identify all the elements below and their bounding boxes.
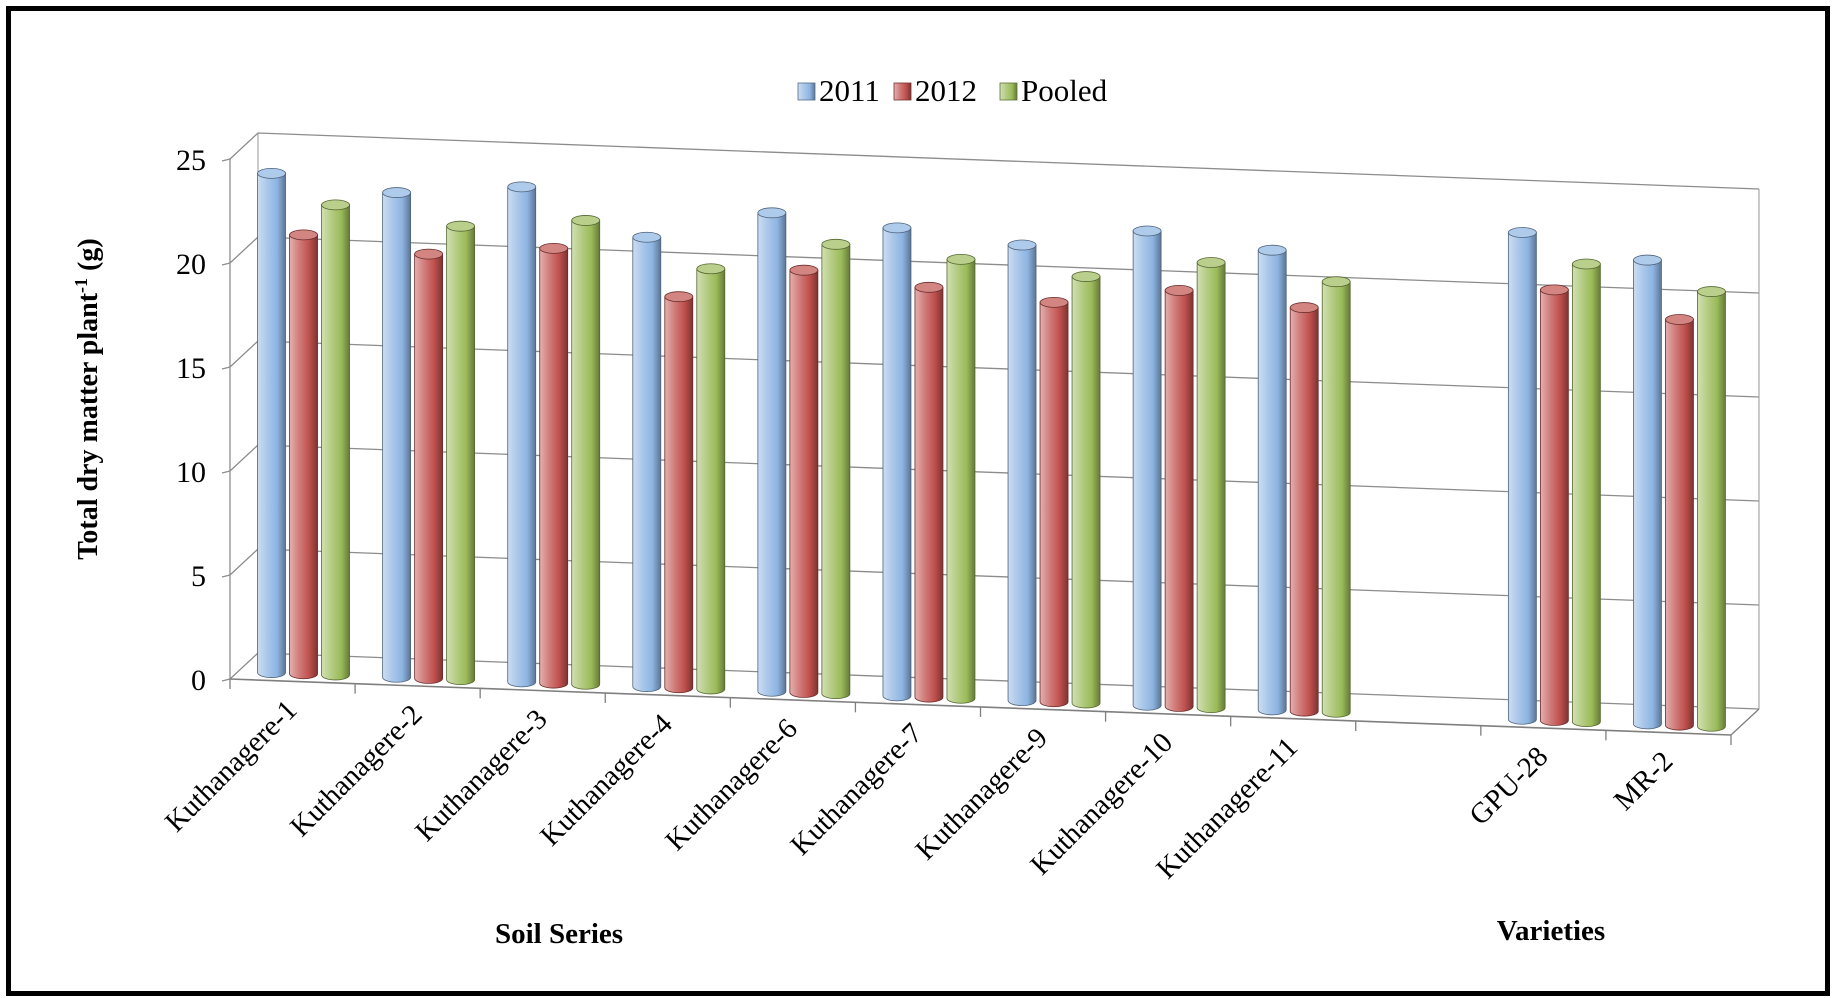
floor-edge <box>1730 708 1760 736</box>
bar-kuthanagere-7-2011 <box>882 222 912 702</box>
x-tick-label-kuthanagere-4: Kuthanagere-4 <box>534 708 679 853</box>
chart-frame: 2011 2012 Pooled 0 5 10 15 20 25 Kuthanagere-1 K… <box>6 6 1830 996</box>
y-tick-mark <box>221 366 231 370</box>
bar-mr-2-2012 <box>1665 314 1694 731</box>
bar-kuthanagere-4-pooled <box>696 263 726 695</box>
bar-kuthanagere-6-2011 <box>757 207 787 697</box>
bar-kuthanagere-9-2012 <box>1039 296 1069 708</box>
y-tick-mark <box>221 574 231 578</box>
group-label-varieties: Varieties <box>1497 915 1605 947</box>
bars <box>257 167 1726 732</box>
group-label-soil-series: Soil Series <box>495 918 623 950</box>
x-tick-label-kuthanagere-3: Kuthanagere-3 <box>409 703 553 847</box>
bar-kuthanagere-4-2011 <box>632 231 662 692</box>
legend-swatch-pooled <box>999 82 1018 101</box>
legend-label-2012: 2012 <box>915 73 977 108</box>
y-tick-mark <box>221 158 231 162</box>
x-tick-label-kuthanagere-9: Kuthanagere-9 <box>910 722 1054 866</box>
bar-kuthanagere-2-2012 <box>414 248 444 684</box>
bar-kuthanagere-1-pooled <box>321 199 350 681</box>
bar-kuthanagere-1-2011 <box>257 167 286 678</box>
bar-mr-2-2011 <box>1633 254 1662 730</box>
y-tick-label: 10 <box>176 456 206 489</box>
bar-kuthanagere-7-pooled <box>946 253 976 704</box>
y-tick-label: 5 <box>191 560 206 593</box>
x-axis <box>229 678 1760 745</box>
bar-gpu-28-pooled <box>1571 258 1601 727</box>
x-tick-label-kuthanagere-6: Kuthanagere-6 <box>659 713 803 857</box>
bar-kuthanagere-11-2012 <box>1289 302 1319 717</box>
x-tick-label-kuthanagere-2: Kuthanagere-2 <box>284 699 428 843</box>
bar-kuthanagere-11-pooled <box>1321 276 1351 718</box>
legend-label-pooled: Pooled <box>1021 73 1108 108</box>
bar-kuthanagere-4-2012 <box>664 291 694 694</box>
y-tick-mark <box>221 470 231 474</box>
bar-kuthanagere-2-pooled <box>446 220 476 685</box>
bar-kuthanagere-10-pooled <box>1196 257 1226 713</box>
bar-mr-2-pooled <box>1697 286 1726 732</box>
bar-kuthanagere-3-pooled <box>571 215 601 690</box>
x-tick-label-kuthanagere-1: Kuthanagere-1 <box>159 694 303 838</box>
x-tick-label-kuthanagere-7: Kuthanagere-7 <box>784 717 928 861</box>
bar-kuthanagere-9-pooled <box>1071 271 1101 709</box>
bar-kuthanagere-6-2012 <box>789 264 819 698</box>
y-axis-ticks: 0 5 10 15 20 25 <box>176 144 231 697</box>
bar-kuthanagere-10-2012 <box>1164 285 1194 712</box>
bar-kuthanagere-9-2011 <box>1007 239 1037 706</box>
y-tick-mark <box>221 678 231 682</box>
y-tick-label: 0 <box>191 664 206 697</box>
bar-kuthanagere-3-2011 <box>507 181 537 688</box>
bar-kuthanagere-6-pooled <box>821 238 851 699</box>
legend-swatch-2012 <box>893 82 912 101</box>
x-axis-labels: Kuthanagere-1Kuthanagere-2Kuthanagere-3K… <box>159 694 1679 885</box>
bar-kuthanagere-3-2012 <box>539 242 569 689</box>
bar-gpu-28-2011 <box>1507 227 1537 725</box>
gridline <box>229 132 1760 190</box>
x-tick-label-gpu-28: GPU-28 <box>1463 741 1554 832</box>
bar-kuthanagere-1-2012 <box>289 229 318 680</box>
x-tick-label-mr-2: MR-2 <box>1608 745 1680 817</box>
y-tick-mark <box>221 262 231 266</box>
y-tick-label: 20 <box>176 248 206 281</box>
bar-kuthanagere-2-2011 <box>382 187 412 683</box>
legend-label-2011: 2011 <box>819 73 880 108</box>
legend: 2011 2012 Pooled <box>797 73 1108 108</box>
bar-kuthanagere-11-2011 <box>1257 244 1287 716</box>
legend-swatch-2011 <box>797 82 816 101</box>
bar-kuthanagere-7-2012 <box>914 281 944 703</box>
y-tick-label: 15 <box>176 352 206 385</box>
bar-kuthanagere-10-2011 <box>1132 225 1162 711</box>
y-tick-label: 25 <box>176 144 206 177</box>
y-axis-title: Total dry matter plant-1 (g) <box>71 238 104 559</box>
bar-gpu-28-2012 <box>1539 284 1569 726</box>
